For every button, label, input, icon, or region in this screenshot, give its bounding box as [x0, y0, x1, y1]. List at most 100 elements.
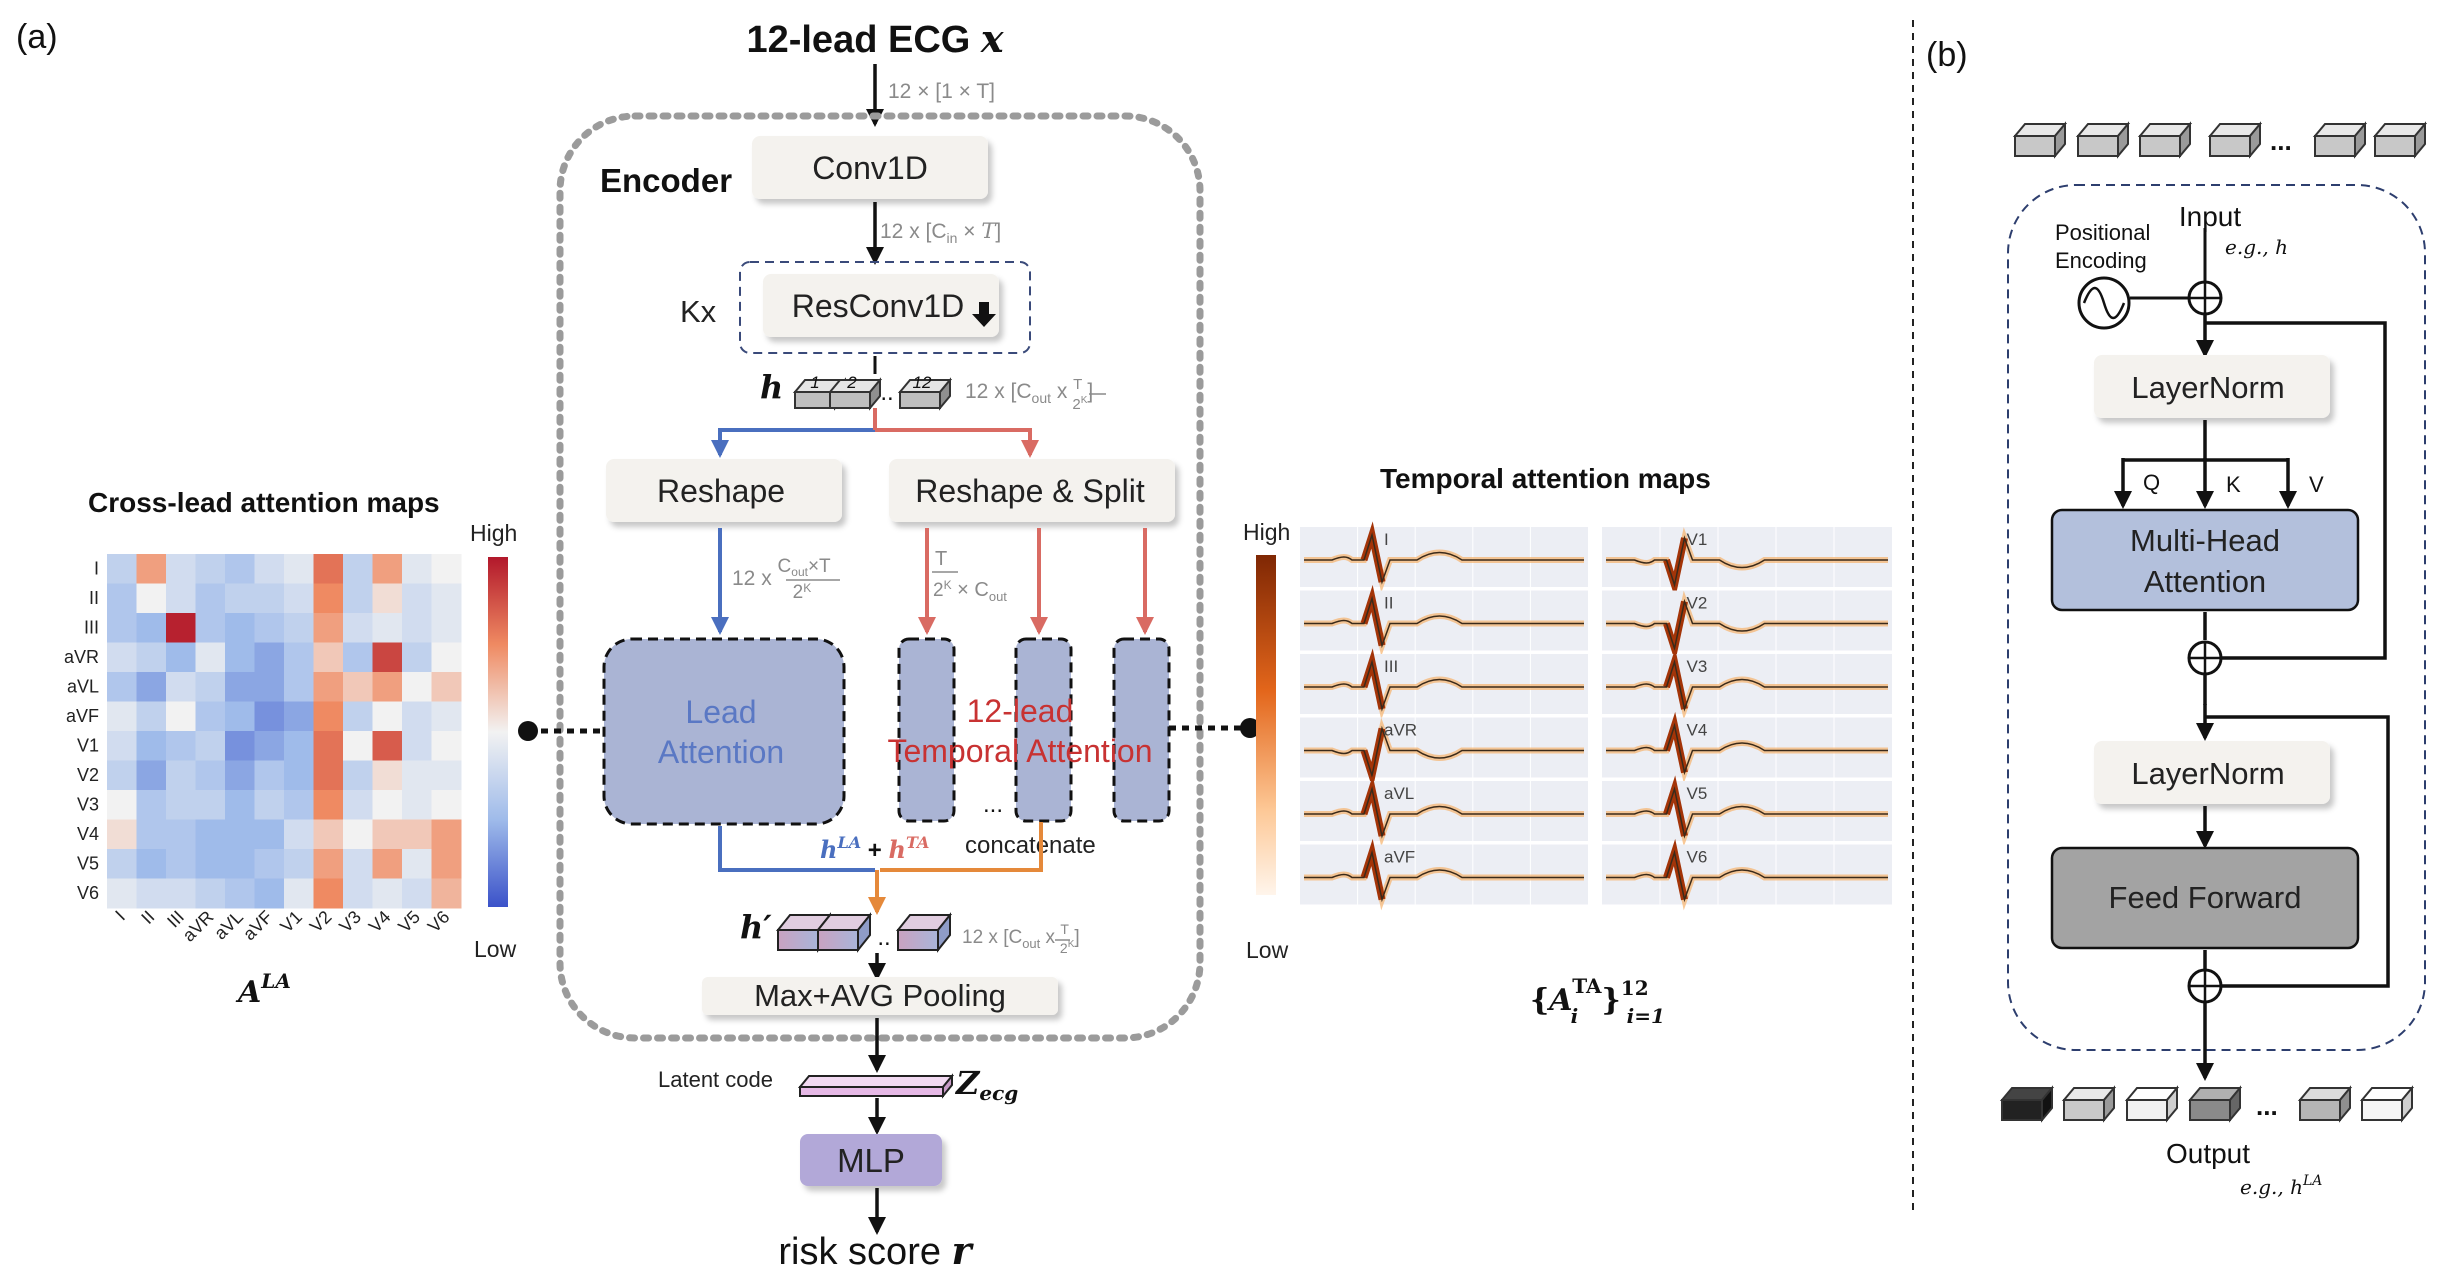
heatmap-cell	[313, 672, 344, 702]
heatmap-cell	[372, 731, 403, 761]
ecg-lead-label: V2	[1687, 594, 1708, 613]
ecg-lead-label: aVF	[1384, 848, 1415, 867]
positional-encoding-label-1: Positional	[2055, 220, 2150, 245]
h-shape-label: 12 x [Cout x T 2K]	[965, 376, 1093, 413]
reshape-label: Reshape	[657, 473, 785, 509]
heatmap-cell	[166, 760, 196, 791]
temporal-colorbar	[1256, 555, 1276, 895]
hprime-token	[815, 912, 873, 953]
panel-label-a: (a)	[16, 18, 58, 56]
heatmap-cell	[372, 583, 403, 614]
heatmap-cell	[313, 554, 344, 584]
temporal-title: Temporal attention maps	[1380, 463, 1711, 494]
heatmap-cell	[225, 790, 255, 820]
heatmap-cell	[343, 672, 373, 702]
heatmap-cell	[402, 731, 432, 761]
heatmap-cell	[136, 760, 167, 791]
heatmap-cell	[107, 878, 137, 909]
heatmap-row-label: aVL	[67, 677, 99, 697]
resconv-label: ResConv1D	[792, 288, 965, 324]
heatmap-cell	[136, 642, 167, 673]
heatmap-row-label: V2	[77, 765, 99, 785]
heatmap-cell	[136, 849, 167, 879]
reshape-split-box	[889, 459, 1175, 522]
k-label: K	[2226, 472, 2241, 497]
heatmap-cell	[136, 819, 167, 850]
heatmap-cell	[402, 554, 432, 584]
heatmap-row-label: III	[84, 618, 99, 638]
heatmap-cell	[136, 701, 167, 732]
heatmap-cell	[402, 878, 432, 909]
heatmap-cell	[284, 849, 314, 879]
token-icon	[2124, 1085, 2180, 1123]
heatmap-row-label: V1	[77, 736, 99, 756]
heatmap-cell	[195, 583, 226, 614]
hprime-token	[895, 912, 953, 953]
heatmap-cell	[431, 760, 462, 791]
heatmap-row-label: V6	[77, 883, 99, 903]
heatmap-cell	[313, 819, 344, 850]
heatmap-cell	[402, 819, 432, 850]
heatmap-cell	[136, 790, 167, 820]
input-title: 12-lead ECG x	[746, 16, 1004, 61]
heatmap-cell	[195, 642, 226, 673]
heatmap-cell	[284, 731, 314, 761]
heatmap-cell	[372, 849, 403, 879]
ecg-waveform	[1606, 722, 1888, 776]
encoder-container	[556, 112, 1204, 1042]
heatmap-cell	[372, 701, 403, 732]
latent-bar	[799, 1086, 944, 1097]
heatmap-row-label: I	[94, 559, 99, 579]
conv1d-label: Conv1D	[812, 150, 928, 186]
ecg-lead-label: V5	[1687, 784, 1708, 803]
heatmap-col-label: aVR	[179, 907, 218, 946]
heatmap-col-label: V2	[306, 907, 336, 937]
heatmap-col-label: V4	[365, 907, 395, 937]
h-token	[897, 377, 953, 411]
heatmap-cell	[284, 554, 314, 584]
heatmap-cell	[254, 642, 285, 673]
heatmap-cell	[254, 554, 285, 584]
token-icon	[2372, 121, 2428, 159]
heatmap-cell	[166, 819, 196, 850]
lead-merge-line	[718, 826, 875, 872]
heatmap-col-label: V5	[394, 907, 424, 937]
heatmap-cell	[372, 672, 403, 702]
residual-2-path	[2203, 704, 2390, 988]
heatmap-cell	[313, 878, 344, 909]
token-icon	[2312, 121, 2368, 159]
heatmap-cell	[166, 849, 196, 879]
panel-label-b: (b)	[1926, 36, 1968, 74]
ecg-waveform	[1606, 849, 1888, 903]
kx-label: Kx	[680, 294, 717, 329]
ecg-waveform	[1304, 786, 1584, 839]
heatmap-cell	[107, 554, 137, 584]
heatmap-col-label: aVF	[239, 907, 276, 944]
heatmap-cell	[372, 613, 403, 643]
heatmap-cell	[107, 760, 137, 791]
heatmap-cell	[372, 554, 403, 584]
heatmap-cell	[402, 790, 432, 820]
heatmap-cell	[195, 849, 226, 879]
heatmap-row-label: V4	[77, 824, 99, 844]
resconv-box	[763, 274, 999, 337]
mha-box	[2050, 508, 2360, 612]
heatmap-cell	[254, 849, 285, 879]
ecg-waveform	[1304, 849, 1584, 903]
heatmap-col-label: V6	[424, 907, 454, 937]
ecg-lead-label: V6	[1687, 848, 1708, 867]
ecg-lead-label: V3	[1687, 657, 1708, 676]
heatmap-cell	[195, 878, 226, 909]
heatmap-col-label: V3	[335, 907, 365, 937]
heatmap-cell	[372, 760, 403, 791]
heatmap-cell	[195, 554, 226, 584]
ecg-waveform	[1304, 725, 1584, 779]
v-label: V	[2309, 472, 2324, 497]
h-token-index: 12	[913, 373, 932, 392]
temporal-merge-line	[880, 822, 1043, 872]
heatmap-col-label: I	[111, 907, 129, 925]
heatmap-cell	[254, 731, 285, 761]
heatmap-cell	[431, 613, 462, 643]
heatmap-cell	[313, 849, 344, 879]
